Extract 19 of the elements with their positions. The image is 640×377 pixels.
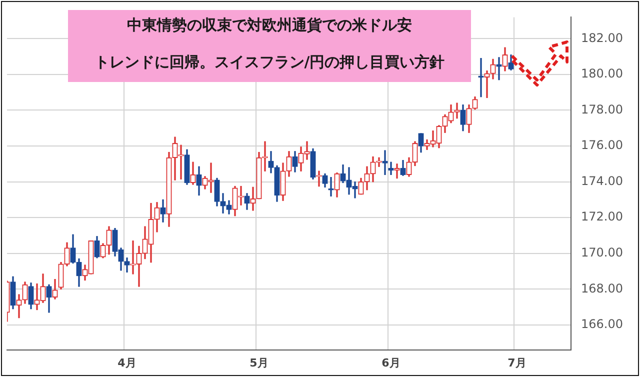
y-tick-label: 180.00	[581, 66, 623, 81]
candlestick	[484, 70, 490, 98]
candlestick	[16, 294, 22, 318]
y-tick-label: 170.00	[581, 246, 623, 260]
text: トレンドに回帰。スイスフラン/円の押し目買い方針	[93, 52, 446, 72]
candlestick	[496, 57, 502, 80]
candlestick	[316, 170, 322, 187]
y-tick-label: 172.00	[581, 210, 623, 224]
y-tick-label: 174.00	[581, 174, 623, 188]
x-tick-label: 6月	[382, 356, 400, 370]
chart-title: 中東情勢の収束で対欧州通貨での米ドル安	[126, 15, 413, 35]
x-tick-label: 5月	[250, 356, 268, 370]
x-tick-label: 7月	[508, 356, 526, 370]
y-tick-label: 182.00	[581, 30, 623, 45]
y-tick-label: 168.00	[581, 281, 623, 296]
y-tick-label: 176.00	[581, 138, 623, 152]
x-tick-label: 4月	[118, 356, 136, 370]
y-tick-label: 178.00	[581, 102, 623, 116]
y-tick-label: 166.00	[581, 317, 623, 332]
